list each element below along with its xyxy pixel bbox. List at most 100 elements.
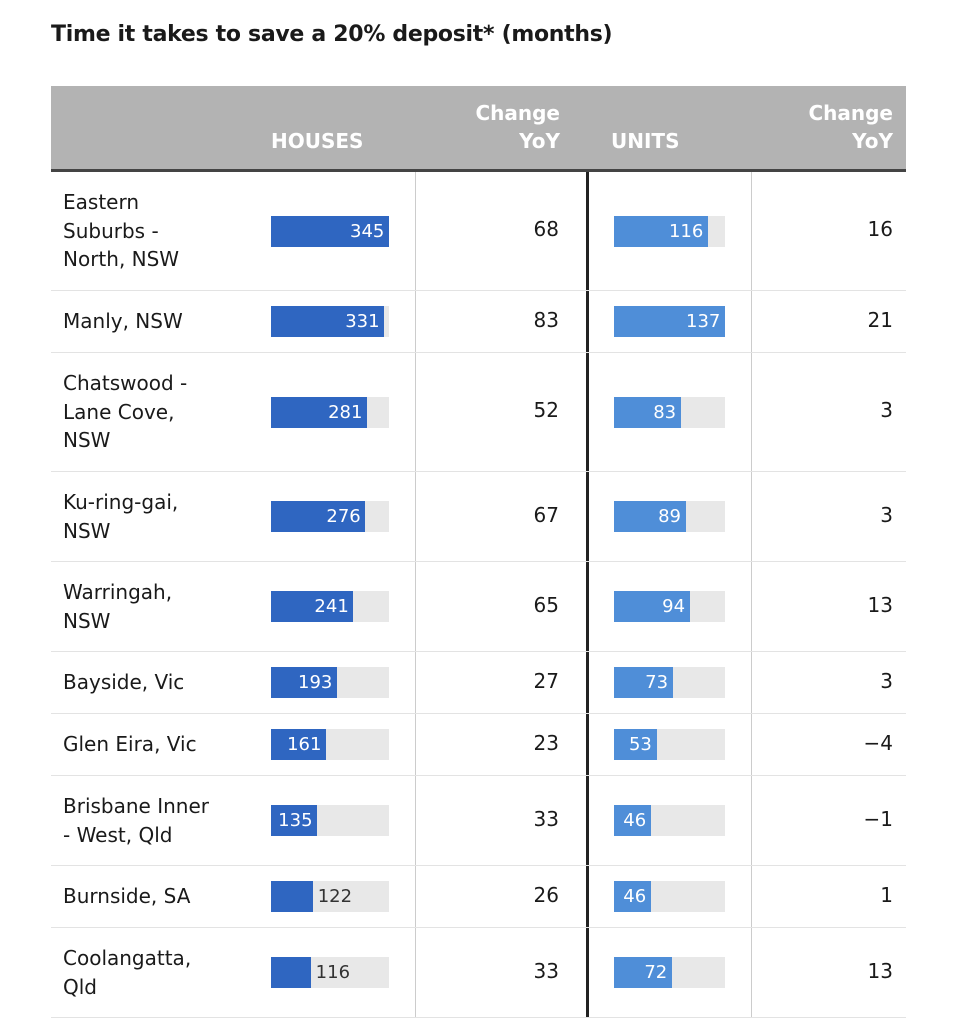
houses-bar-track: 276 (271, 501, 389, 532)
region-name: Bayside, Vic (63, 668, 213, 697)
region-name-line: Burnside, SA (63, 884, 191, 909)
units-change-yoy: −1 (863, 806, 893, 831)
region-name-line: Bayside, Vic (63, 670, 185, 695)
houses-bar-track: 281 (271, 397, 389, 428)
units-value-label: 83 (653, 402, 677, 423)
column-divider-main (586, 172, 589, 1018)
header-change-yoy-units-line1: Change (808, 101, 893, 125)
region-name: Burnside, SA (63, 882, 213, 911)
houses-value-label: 281 (328, 402, 363, 423)
units-bar-track: 73 (614, 667, 725, 698)
units-bar (614, 501, 687, 532)
region-name-line: Lane Cove, (63, 399, 175, 424)
houses-bar (271, 957, 311, 988)
table-row: Chatswood - Lane Cove, NSW 281 83 52 3 (51, 353, 906, 472)
units-value-label: 94 (662, 596, 686, 617)
houses-bar (271, 881, 313, 912)
table-row: Eastern Suburbs - North, NSW 345 116 68 16 (51, 172, 906, 291)
table-row: Ku-ring-gai, NSW 276 89 67 3 (51, 472, 906, 562)
houses-bar (271, 216, 389, 247)
houses-change-yoy: 52 (533, 398, 559, 422)
region-name-line: Suburbs - (63, 218, 159, 243)
units-value-label: 53 (628, 734, 652, 755)
region-name: Ku-ring-gai, NSW (63, 488, 213, 545)
units-bar-track: 72 (614, 957, 725, 988)
table-row: Glen Eira, Vic 161 53 23 −4 (51, 714, 906, 776)
units-bar (614, 667, 674, 698)
region-name-line: North, NSW (63, 247, 180, 272)
houses-change-yoy: 67 (533, 502, 559, 527)
houses-bar (271, 397, 368, 428)
region-name-line: Warringah, (63, 580, 173, 604)
units-bar-track: 46 (614, 805, 725, 836)
units-change-yoy: 3 (880, 398, 893, 422)
houses-value-label: 345 (350, 221, 385, 242)
houses-value-label: 193 (298, 672, 333, 693)
units-change-yoy: −4 (863, 730, 893, 755)
units-bar-track: 83 (614, 397, 725, 428)
table-row: Warringah, NSW 241 94 65 13 (51, 562, 906, 652)
houses-bar-track: 345 (271, 216, 389, 247)
region-name-line: Chatswood - (63, 371, 188, 396)
houses-change-yoy: 26 (533, 882, 559, 907)
houses-bar (271, 729, 327, 760)
table-row: Brisbane Inner - West, Qld 135 46 33 −1 (51, 776, 906, 866)
houses-bar-track: 241 (271, 591, 389, 622)
units-change-yoy: 3 (880, 668, 893, 693)
houses-bar (271, 306, 385, 337)
units-bar-track: 53 (614, 729, 725, 760)
region-name-line: Manly, NSW (63, 309, 183, 334)
table-row: Bayside, Vic 193 73 27 3 (51, 652, 906, 714)
units-bar-track: 46 (614, 881, 725, 912)
units-value-label: 72 (644, 962, 668, 983)
units-bar-track: 137 (614, 306, 725, 337)
houses-bar-track: 135 (271, 805, 389, 836)
units-bar (614, 397, 682, 428)
houses-value-label: 122 (317, 886, 353, 907)
houses-bar-track: 116 (271, 957, 389, 988)
table-header: HOUSES Change YoY UNITS Change YoY (51, 86, 906, 172)
units-bar (614, 957, 673, 988)
header-change-yoy-houses: Change YoY (475, 99, 560, 155)
units-value-label: 89 (658, 506, 682, 527)
houses-bar (271, 805, 318, 836)
houses-change-yoy: 27 (533, 668, 559, 693)
units-value-label: 46 (623, 886, 647, 907)
header-change-yoy-houses-line1: Change (475, 101, 560, 125)
region-name: Manly, NSW (63, 307, 213, 336)
units-change-yoy: 13 (867, 958, 893, 983)
table-row: Burnside, SA 122 46 26 1 (51, 866, 906, 928)
units-bar (614, 591, 691, 622)
units-change-yoy: 16 (867, 217, 893, 241)
houses-change-yoy: 83 (533, 307, 559, 332)
region-name: Eastern Suburbs - North, NSW (63, 188, 213, 274)
units-bar (614, 805, 652, 836)
houses-bar (271, 501, 366, 532)
houses-value-label: 331 (345, 311, 380, 332)
region-name-line: - West, Qld (63, 822, 173, 847)
table-row: Coolangatta, Qld 116 72 33 13 (51, 928, 906, 1018)
column-divider (415, 172, 416, 1018)
units-value-label: 73 (645, 672, 669, 693)
region-name-line: NSW (63, 518, 111, 543)
houses-change-yoy: 33 (533, 958, 559, 983)
header-units: UNITS (611, 129, 680, 153)
houses-value-label: 116 (315, 962, 351, 983)
units-bar (614, 729, 657, 760)
region-name-line: NSW (63, 608, 111, 633)
units-change-yoy: 21 (867, 307, 893, 332)
units-bar-track: 89 (614, 501, 725, 532)
region-name-line: Ku-ring-gai, (63, 490, 179, 514)
header-change-yoy-units: Change YoY (808, 99, 893, 155)
column-divider (751, 172, 752, 1018)
region-name-line: Glen Eira, Vic (63, 732, 197, 757)
header-change-yoy-units-line2: YoY (852, 129, 893, 153)
region-name-line: Qld (63, 974, 97, 999)
region-name: Warringah, NSW (63, 578, 213, 635)
units-value-label: 116 (668, 221, 704, 242)
units-bar-track: 116 (614, 216, 725, 247)
units-value-label: 46 (623, 810, 647, 831)
region-name-line: Coolangatta, (63, 946, 192, 970)
houses-value-label: 276 (326, 506, 361, 527)
houses-bar-track: 161 (271, 729, 389, 760)
